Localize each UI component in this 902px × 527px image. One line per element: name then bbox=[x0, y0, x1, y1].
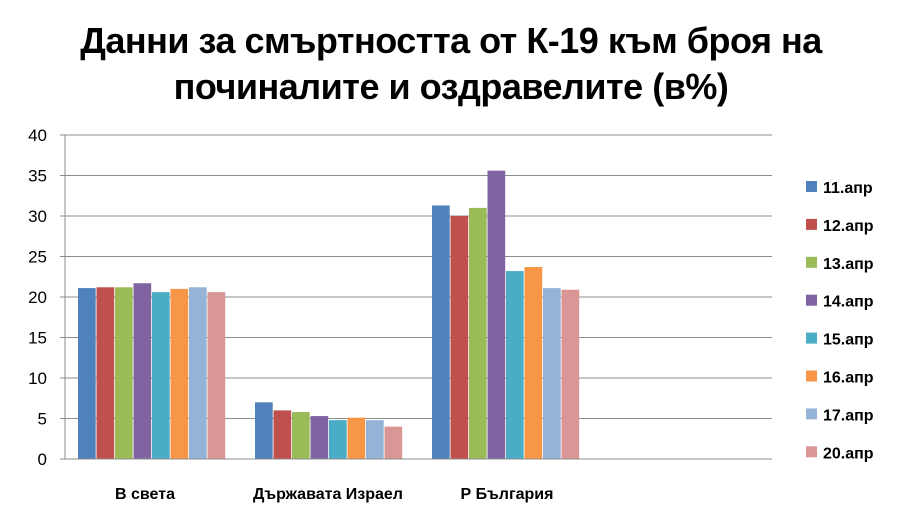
bar bbox=[96, 287, 115, 459]
legend-swatch bbox=[806, 218, 817, 230]
legend-swatch bbox=[806, 332, 817, 344]
y-tick-label: 20 bbox=[28, 288, 47, 307]
chart-title-line-2: починалите и оздравелите (в%) bbox=[173, 66, 729, 107]
legend-label: 14.апр bbox=[823, 294, 874, 311]
legend-label: 20.апр bbox=[823, 445, 874, 462]
bar bbox=[450, 216, 469, 459]
chart-title: Данни за смъртността от К-19 към броя на… bbox=[0, 18, 902, 110]
bar bbox=[189, 287, 207, 459]
legend-label: 16.апр bbox=[823, 370, 874, 387]
bar bbox=[469, 207, 487, 459]
y-axis-ticks: 0 5 10 15 20 25 30 35 40 bbox=[28, 126, 65, 469]
legend-label: 13.апр bbox=[823, 256, 874, 273]
bar bbox=[506, 271, 524, 459]
x-category-label: Държавата Израел bbox=[253, 486, 403, 503]
legend-swatch bbox=[806, 370, 817, 382]
category-labels: В света Държавата Израел Р България bbox=[115, 486, 553, 503]
y-tick-label: 30 bbox=[28, 207, 47, 226]
x-category-label: Р България bbox=[461, 486, 554, 503]
legend-swatch bbox=[806, 294, 817, 306]
bar bbox=[115, 287, 133, 459]
chart-title-line-1: Данни за смъртността от К-19 към броя на bbox=[80, 20, 822, 61]
legend-swatch bbox=[806, 408, 817, 420]
bars bbox=[78, 170, 580, 459]
bar bbox=[273, 410, 292, 459]
bar bbox=[366, 420, 384, 459]
legend-label: 15.апр bbox=[823, 332, 874, 349]
bar bbox=[543, 288, 561, 459]
bar bbox=[78, 288, 96, 459]
bar bbox=[347, 417, 366, 459]
axes bbox=[64, 135, 772, 460]
legend-label: 11.апр bbox=[823, 180, 873, 197]
bar bbox=[152, 292, 170, 459]
bar bbox=[207, 292, 226, 459]
legend-swatch bbox=[806, 446, 817, 458]
y-tick-label: 15 bbox=[28, 329, 47, 348]
bar bbox=[432, 205, 450, 459]
legend-swatch bbox=[806, 256, 817, 268]
legend-label: 17.апр bbox=[823, 407, 874, 424]
y-tick-label: 0 bbox=[38, 450, 47, 469]
bar bbox=[170, 288, 189, 459]
bar bbox=[310, 416, 329, 459]
bar bbox=[487, 170, 506, 459]
y-tick-label: 5 bbox=[38, 410, 47, 429]
legend-swatch bbox=[806, 181, 817, 192]
bar bbox=[384, 426, 403, 459]
y-tick-label: 25 bbox=[28, 248, 47, 267]
bar bbox=[329, 420, 347, 459]
x-category-label: В света bbox=[115, 486, 175, 503]
legend-label: 12.апр bbox=[823, 218, 874, 235]
bar bbox=[561, 289, 580, 459]
y-tick-label: 40 bbox=[28, 126, 47, 145]
bar bbox=[133, 283, 152, 459]
bar bbox=[255, 402, 273, 459]
y-tick-label: 35 bbox=[28, 167, 47, 186]
y-tick-label: 10 bbox=[28, 369, 47, 388]
legend: 11.апр 12.апр 13.апр 14.апр 15.апр 16.апр 17.а… bbox=[806, 180, 874, 462]
bar bbox=[292, 412, 310, 459]
bar bbox=[524, 267, 543, 459]
